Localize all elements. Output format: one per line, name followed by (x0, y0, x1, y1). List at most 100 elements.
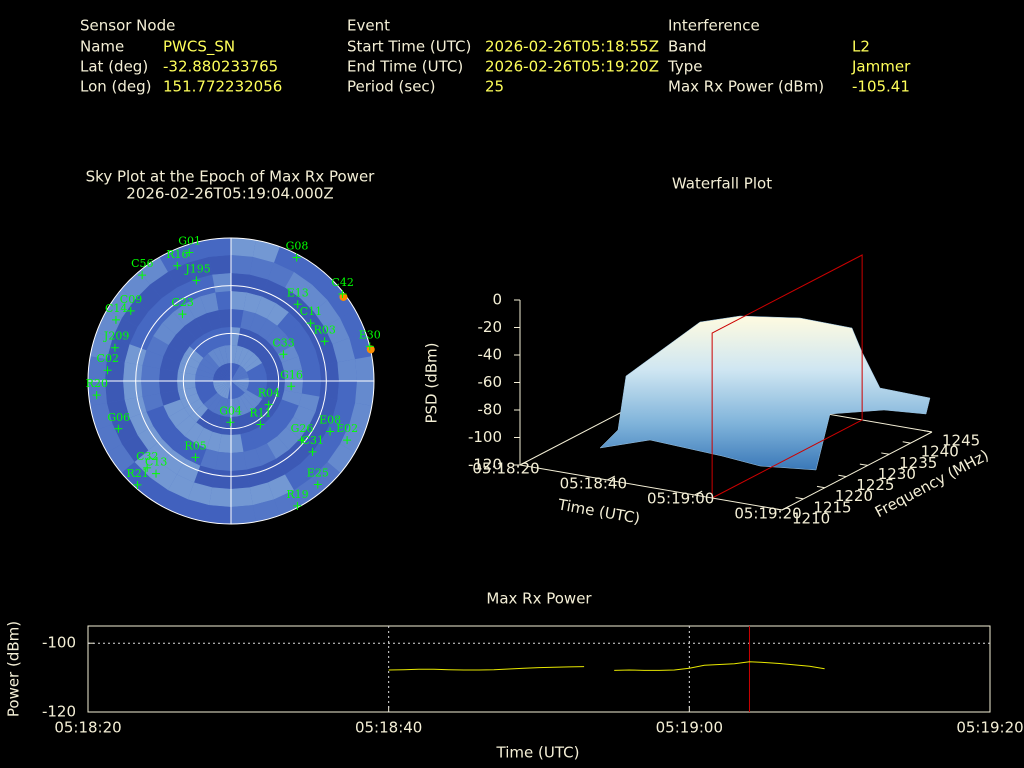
satellite-label: G16 (280, 368, 303, 381)
satellite-label: E08 (319, 413, 341, 426)
satellite-marker (103, 366, 112, 375)
sky-cell (231, 367, 245, 381)
chart-title: Max Rx Power (486, 590, 592, 608)
field-label: Type (667, 58, 702, 76)
sky-cell (231, 377, 249, 381)
sky-cell (258, 318, 278, 340)
sky-cell (240, 349, 255, 368)
satellite-marker (343, 436, 352, 445)
sky-cell (227, 363, 231, 381)
sky-cell (150, 271, 177, 299)
field-value: 151.772232056 (163, 78, 282, 96)
sky-cell (146, 405, 169, 426)
sky-cell (258, 399, 278, 416)
sky-cell (242, 392, 259, 409)
sky-cell (173, 436, 195, 459)
y-tick-label: 1215 (813, 498, 851, 516)
satellite-marker (365, 342, 374, 351)
sky-cell (207, 394, 222, 413)
sky-cell (349, 331, 373, 360)
cursor-plane (711, 254, 863, 499)
satellite-marker (110, 343, 119, 352)
highlight-marker (366, 345, 375, 354)
satellite-marker (326, 427, 335, 436)
sky-cell (227, 381, 231, 399)
satellite-marker (226, 418, 235, 427)
satellite-marker (297, 436, 306, 445)
y-tick (838, 474, 847, 478)
satellite-marker (313, 480, 322, 489)
sky-cell (181, 499, 210, 523)
satellite-label: E13 (287, 286, 309, 299)
satellite-marker (138, 271, 147, 280)
sky-cell (123, 362, 143, 381)
x-tick (519, 460, 528, 466)
sky-cell (106, 288, 135, 318)
y-tick-label: -100 (42, 634, 76, 652)
sky-cell (237, 327, 250, 348)
satellite-marker (264, 400, 273, 409)
sky-cell (249, 408, 266, 428)
sky-cell (89, 331, 113, 360)
satellite-label: R05 (184, 439, 206, 452)
sky-cell (197, 363, 216, 375)
sky-cell (324, 318, 350, 345)
field-label: Band (668, 38, 707, 56)
sky-cell (222, 364, 231, 381)
sky-cell (213, 377, 231, 381)
sky-cell (231, 369, 247, 381)
sky-cell (294, 256, 324, 285)
sky-cell (299, 426, 325, 451)
sky-cell (213, 374, 231, 381)
sky-cell (264, 387, 285, 400)
sky-cell (231, 291, 247, 311)
field-label: Max Rx Power (dBm) (668, 78, 824, 96)
highlight-marker (339, 292, 348, 301)
frequency-axis (781, 431, 933, 511)
satellite-marker (126, 306, 135, 315)
y-tick-label: 1245 (942, 432, 980, 450)
sky-cell (234, 345, 244, 365)
sky-cell (255, 296, 276, 319)
sky-cell (265, 325, 287, 347)
sky-cell (213, 396, 225, 415)
y-tick-label: 1225 (856, 476, 894, 494)
sky-cell (212, 414, 225, 435)
sky-cell (266, 381, 285, 391)
sky-cell (231, 451, 247, 471)
sky-cell (121, 300, 149, 327)
sky-cell (301, 365, 321, 381)
sky-cell (337, 359, 357, 381)
field-label: Start Time (UTC) (347, 38, 471, 56)
sky-cell (288, 298, 314, 324)
sky-cell (123, 381, 143, 400)
sky-cell (224, 363, 231, 381)
field-value: PWCS_SN (163, 38, 235, 57)
sky-cell (219, 381, 231, 397)
sky-cell (319, 381, 339, 400)
sky-cell (267, 436, 289, 459)
satellite-label: R04 (258, 387, 280, 400)
field-value: 2026-02-26T05:18:55Z (485, 38, 659, 56)
sky-cell (252, 239, 281, 263)
sky-cell (148, 438, 174, 464)
sky-cell (177, 371, 196, 381)
sky-cell (308, 327, 333, 351)
sky-cell (243, 412, 258, 432)
sky-cell (106, 337, 130, 363)
sky-cell (215, 369, 231, 381)
satellite-label: E02 (336, 422, 358, 435)
sky-cell (184, 422, 204, 444)
field-value: L2 (852, 38, 870, 56)
sky-cell (231, 381, 248, 390)
sky-cell (258, 346, 278, 363)
sky-cell (254, 404, 273, 423)
satellite-marker (152, 469, 161, 478)
satellite-marker (111, 315, 120, 324)
satellite-marker (191, 453, 200, 462)
sky-cell (231, 381, 235, 399)
header: Sensor Node Name PWCS_SN Lat (deg) -32.88023… (80, 17, 911, 96)
y-tick-label: 1220 (835, 487, 873, 505)
sky-cell (285, 271, 312, 299)
